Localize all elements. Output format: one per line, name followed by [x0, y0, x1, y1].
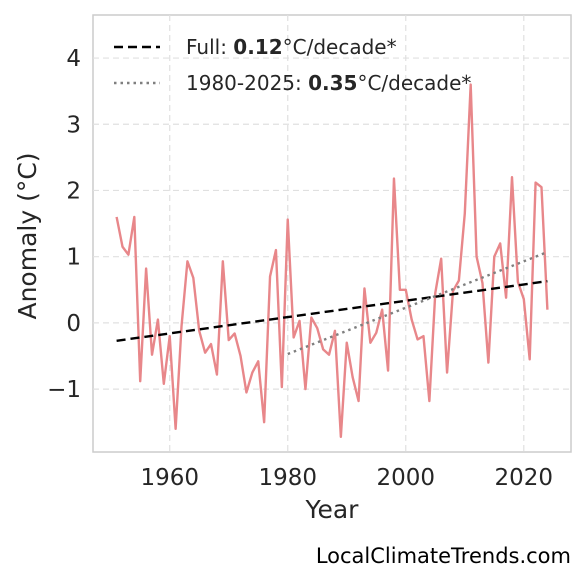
x-tick-label: 1960 — [140, 465, 199, 491]
legend-prefix: Full: — [186, 35, 233, 59]
x-tick-label: 2000 — [376, 465, 435, 491]
y-tick-label: 1 — [66, 245, 81, 271]
legend-value: 0.35 — [308, 71, 357, 95]
legend-prefix: 1980-2025: — [186, 71, 308, 95]
legend-suffix: °C/decade* — [283, 35, 397, 59]
y-tick-label: 2 — [66, 178, 81, 204]
x-axis-label: Year — [305, 495, 360, 524]
y-tick-label: 4 — [66, 46, 81, 72]
y-axis-label: Anomaly (°C) — [13, 152, 42, 319]
y-tick-label: −1 — [47, 377, 81, 403]
x-tick-label: 1980 — [258, 465, 317, 491]
y-tick-labels: 4 3 2 1 0 −1 — [47, 46, 81, 403]
legend-label: Full: 0.12°C/decade* — [186, 35, 397, 59]
source-credit: LocalClimateTrends.com — [315, 544, 571, 568]
x-tick-labels: 1960 1980 2000 2020 — [140, 465, 553, 491]
trend-line — [287, 250, 548, 356]
series-line — [115, 83, 549, 438]
y-tick-label: 3 — [66, 112, 81, 138]
legend-label: 1980-2025: 0.35°C/decade* — [186, 71, 471, 95]
grid — [93, 15, 571, 452]
series-layer — [115, 83, 549, 438]
trend-layer — [116, 250, 548, 356]
legend-value: 0.12 — [233, 35, 282, 59]
legend: Full: 0.12°C/decade*1980-2025: 0.35°C/de… — [114, 35, 471, 95]
y-tick-label: 0 — [66, 311, 81, 337]
x-tick-label: 2020 — [495, 465, 554, 491]
legend-suffix: °C/decade* — [357, 71, 471, 95]
trend-line — [116, 279, 548, 342]
